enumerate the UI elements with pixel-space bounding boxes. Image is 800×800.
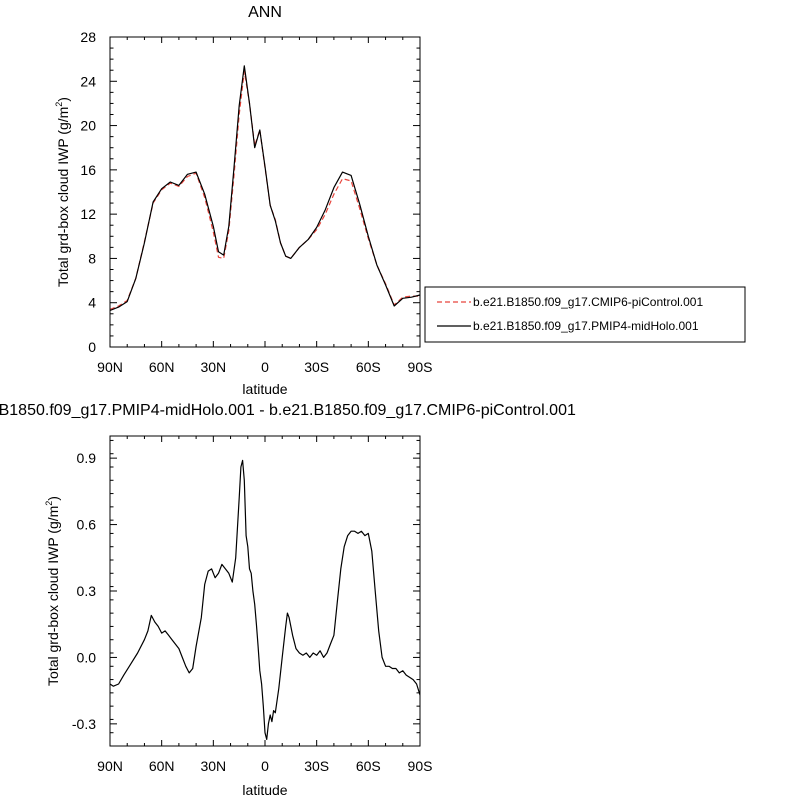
legend-label-midholo: b.e21.B1850.f09_g17.PMIP4-midHolo.001 (473, 319, 699, 333)
top-y-tick-label: 12 (80, 206, 96, 222)
bottom-title: b.e21.B1850.f09_g17.PMIP4-midHolo.001 - … (0, 402, 576, 419)
top-x-tick-label: 30S (304, 359, 329, 375)
top-y-label-main: Total grd-box cloud IWP (g/m (55, 107, 71, 287)
bottom-x-tick-label: 60N (149, 758, 175, 774)
top-x-tick-label: 0 (261, 359, 269, 375)
bottom-x-tick-label: 30N (200, 758, 226, 774)
top-y-tick-label: 16 (80, 162, 96, 178)
bottom-x-tick-label: 90N (97, 758, 123, 774)
bottom-x-tick-label: 0 (261, 758, 269, 774)
top-y-axis-label: Total grd-box cloud IWP (g/m2) (54, 97, 71, 287)
bottom-x-tick-label: 90S (408, 758, 433, 774)
top-x-tick-label: 90S (408, 359, 433, 375)
top-panel: ANN 90N 60N 30N 0 30S 60S 90S 0 4 8 12 16 20 24 28 lat… (54, 4, 746, 397)
top-y-tick-label: 28 (80, 29, 96, 45)
top-y-tick-label: 20 (80, 118, 96, 134)
bottom-y-tick-label: 0.6 (77, 517, 97, 533)
top-y-tick-label: 0 (88, 339, 96, 355)
top-series-layer (109, 65, 421, 312)
bottom-x-tick-label: 30S (304, 758, 329, 774)
bottom-y-tick-label: 0.3 (77, 583, 97, 599)
top-y-label-sup: 2 (54, 102, 64, 107)
bottom-y-tick-label: 0.9 (77, 450, 97, 466)
top-y-label-close: ) (55, 97, 71, 102)
bottom-y-tick-label: 0.0 (77, 649, 97, 665)
bottom-y-label-sup: 2 (44, 501, 54, 506)
bottom-panel: b.e21.B1850.f09_g17.PMIP4-midHolo.001 - … (0, 402, 576, 798)
top-ticks-layer: 90N 60N 30N 0 30S 60S 90S 0 4 8 12 16 20 24 28 (80, 29, 432, 375)
legend-label-picontrol: b.e21.B1850.f09_g17.CMIP6-piControl.001 (473, 295, 703, 309)
bottom-plot-frame (109, 435, 421, 747)
bottom-x-axis-label: latitude (242, 782, 287, 798)
top-x-tick-label: 60S (356, 359, 381, 375)
top-x-tick-label: 30N (200, 359, 226, 375)
top-y-tick-label: 24 (80, 73, 96, 89)
top-title: ANN (248, 4, 282, 21)
bottom-x-tick-label: 60S (356, 758, 381, 774)
bottom-y-label-close: ) (45, 496, 61, 501)
bottom-y-axis-label: Total grd-box cloud IWP (g/m2) (44, 496, 61, 686)
top-series-line-0 (109, 70, 420, 310)
top-y-tick-label: 8 (88, 250, 96, 266)
top-plot-frame (109, 36, 421, 348)
top-x-axis-label: latitude (242, 381, 287, 397)
top-x-tick-label: 60N (149, 359, 175, 375)
legend: b.e21.B1850.f09_g17.CMIP6-piControl.001 … (424, 286, 746, 343)
top-series-line-1 (109, 65, 421, 312)
bottom-series-layer (109, 459, 421, 741)
bottom-ticks-layer: 90N 60N 30N 0 30S 60S 90S -0.3 0.0 0.3 0.6 0.9 (72, 436, 433, 774)
bottom-series-line-0 (109, 459, 421, 741)
top-y-tick-label: 4 (88, 295, 96, 311)
bottom-y-label-main: Total grd-box cloud IWP (g/m (45, 506, 61, 686)
bottom-y-tick-label: -0.3 (72, 716, 96, 732)
legend-box (424, 286, 746, 343)
top-x-tick-label: 90N (97, 359, 123, 375)
